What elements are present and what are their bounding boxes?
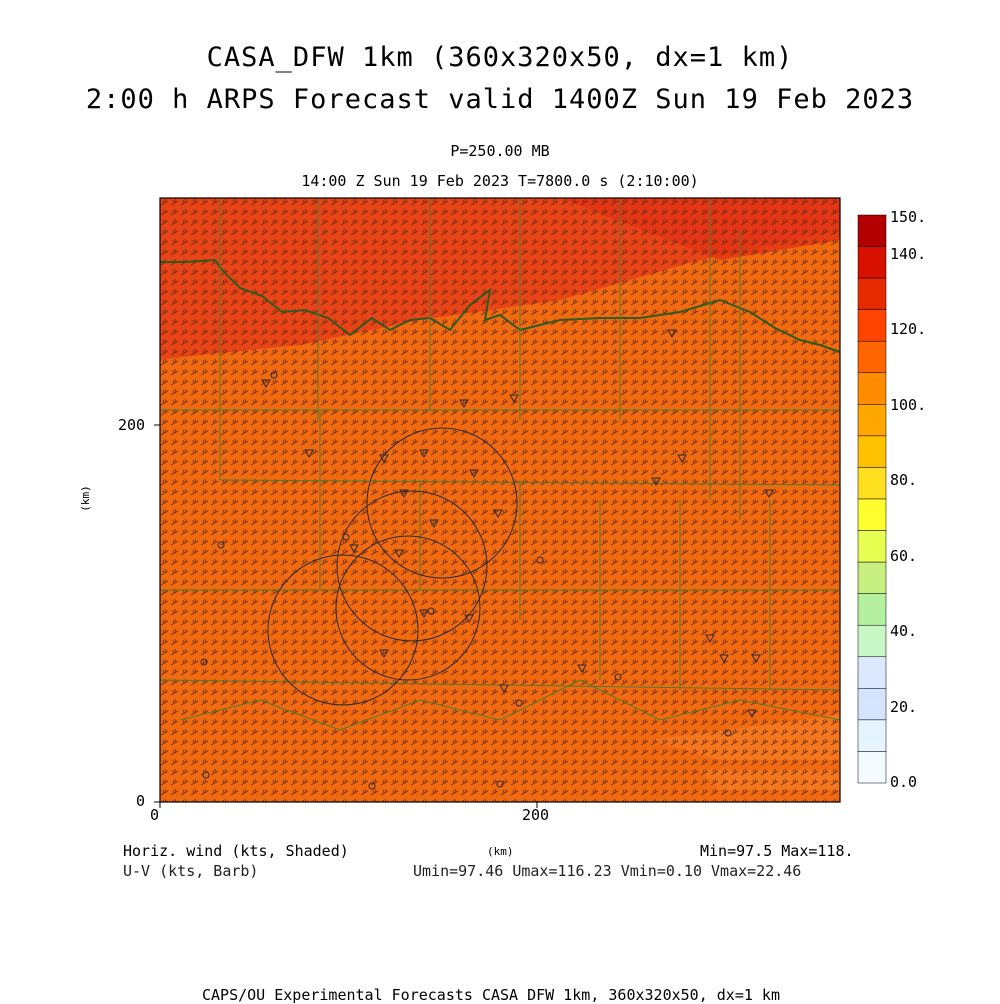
- x-tick-0: 0: [150, 806, 160, 824]
- colorbar-swatch: [857, 214, 887, 247]
- colorbar-swatch: [857, 530, 887, 563]
- colorbar-swatch: [857, 372, 887, 405]
- state-boundary: [160, 258, 841, 353]
- wind-barbs: [160, 198, 840, 802]
- colorbar-swatch: [857, 246, 887, 279]
- plot-frame: [159, 197, 841, 803]
- y-axis-unit: (km): [78, 485, 92, 512]
- radar-range-rings: [267, 427, 518, 706]
- plot-title-line2: 2:00 h ARPS Forecast valid 1400Z Sun 19 …: [85, 84, 915, 115]
- colorbar-label-20: 20.: [890, 698, 918, 716]
- uv-range: Umin=97.46 Umax=116.23 Vmin=0.10 Vmax=22…: [413, 862, 802, 880]
- county-lines: [159, 198, 841, 731]
- colorbar-swatch: [857, 309, 887, 342]
- colorbar-label-60: 60.: [890, 547, 918, 565]
- colorbar-label-150: 150.: [890, 208, 927, 226]
- colorbar-label-0: 0.0: [890, 773, 918, 791]
- colorbar-label-40: 40.: [890, 622, 918, 640]
- colorbar-label-120: 120.: [890, 320, 927, 338]
- colorbar-label-100: 100.: [890, 396, 927, 414]
- pressure-level: P=250.00 MB: [450, 142, 550, 160]
- colorbar-swatch: [857, 404, 887, 437]
- colorbar-label-140: 140.: [890, 245, 927, 263]
- plot-title-line1: CASA_DFW 1km (360x320x50, dx=1 km): [206, 42, 794, 73]
- colorbar-swatch: [857, 498, 887, 531]
- legend-barb: U-V (kts, Barb): [123, 862, 259, 880]
- colorbar-swatch: [857, 719, 887, 752]
- colorbar-label-80: 80.: [890, 471, 918, 489]
- colorbar-swatch: [857, 435, 887, 468]
- y-tick-0: 0: [136, 792, 146, 810]
- colorbar-swatch: [857, 340, 887, 374]
- colorbar-swatch: [857, 656, 887, 689]
- colorbar-swatch: [857, 593, 887, 626]
- colorbar-swatch: [857, 277, 887, 310]
- valid-time: 14:00 Z Sun 19 Feb 2023 T=7800.0 s (2:10…: [301, 172, 699, 190]
- x-tick-200: 200: [522, 806, 550, 824]
- colorbar: [857, 214, 887, 784]
- footer-credit: CAPS/OU Experimental Forecasts CASA DFW …: [202, 986, 780, 1004]
- station-markers: [200, 329, 774, 790]
- colorbar-swatch: [857, 751, 887, 784]
- colorbar-swatch: [857, 467, 887, 500]
- colorbar-swatch: [857, 688, 887, 721]
- legend-shaded: Horiz. wind (kts, Shaded): [123, 842, 349, 860]
- y-tick-200: 200: [118, 416, 146, 434]
- min-max: Min=97.5 Max=118.: [700, 842, 854, 860]
- axis-ticks: [154, 424, 538, 808]
- colorbar-swatch: [857, 561, 887, 594]
- x-axis-unit: (km): [487, 845, 514, 858]
- colorbar-swatch: [857, 624, 887, 658]
